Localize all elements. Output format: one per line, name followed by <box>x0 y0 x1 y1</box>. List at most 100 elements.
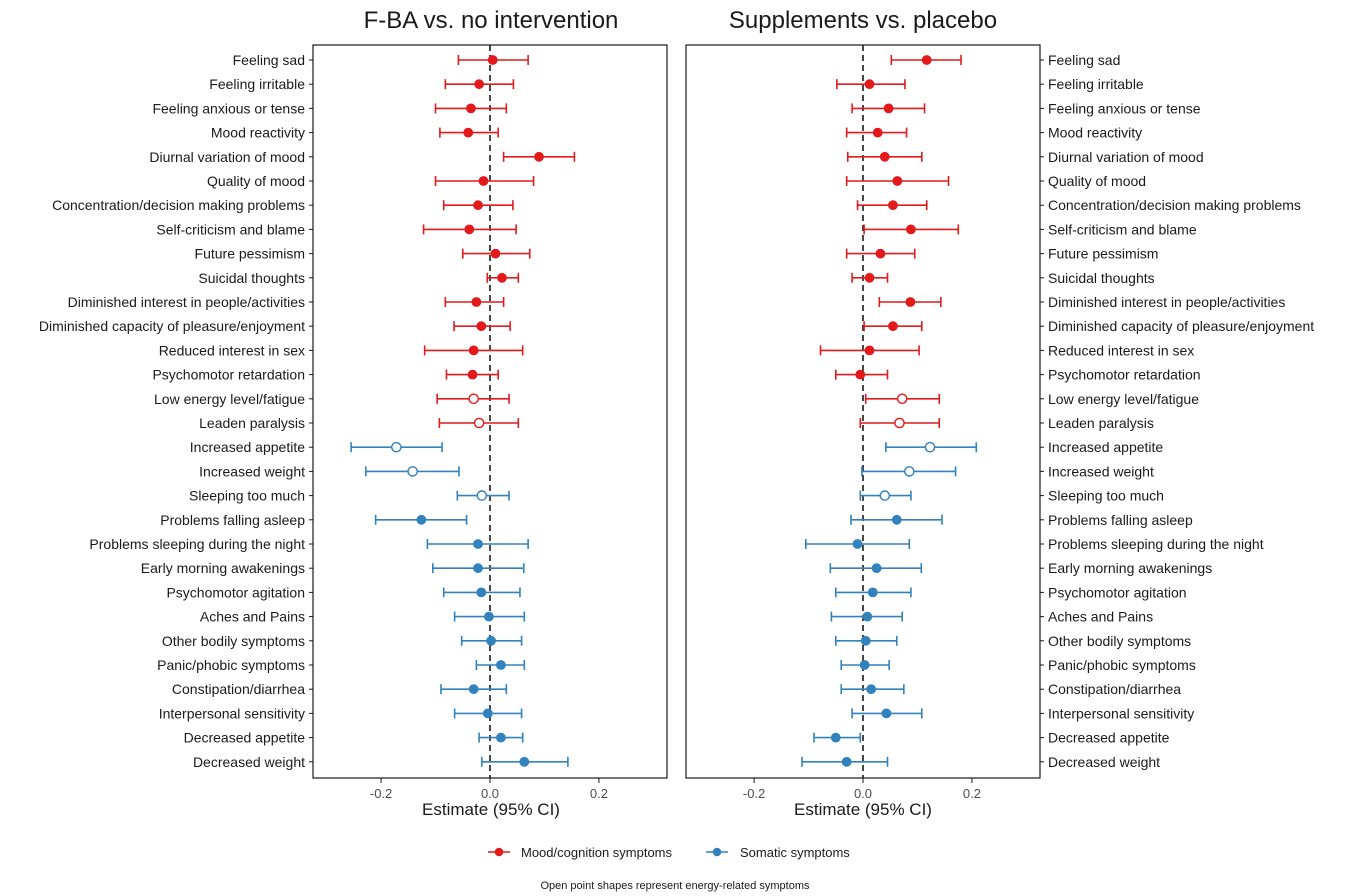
row-label: Leaden paralysis <box>1048 415 1154 431</box>
estimate-point <box>478 176 489 186</box>
estimate-point <box>495 660 506 670</box>
estimate-point <box>862 611 873 622</box>
panel-title-fba: F-BA vs. no intervention <box>364 7 619 34</box>
row-label: Psychomotor retardation <box>1048 367 1201 383</box>
row-label: Feeling irritable <box>209 76 305 92</box>
legend-label-somatic: Somatic symptoms <box>740 845 850 860</box>
row-label: Future pessimism <box>195 246 305 262</box>
row-label: Diurnal variation of mood <box>1048 149 1204 165</box>
row-label: Decreased appetite <box>1048 730 1170 746</box>
estimate-point <box>859 660 870 670</box>
estimate-point <box>867 587 878 598</box>
x-tick-label: 0.2 <box>590 786 608 801</box>
row-label: Concentration/decision making problems <box>1048 197 1301 213</box>
estimate-point <box>463 127 474 138</box>
estimate-point <box>888 321 898 332</box>
estimate-point <box>466 103 476 114</box>
estimate-point <box>921 55 932 65</box>
row-label: Sleeping too much <box>189 488 305 504</box>
row-label: Concentration/decision making problems <box>52 197 305 213</box>
estimate-point <box>905 297 916 307</box>
row-label: Increased appetite <box>190 439 305 455</box>
row-label: Mood reactivity <box>1048 125 1142 141</box>
row-label: Early morning awakenings <box>1048 560 1212 576</box>
x-tick-label: 0.0 <box>481 786 499 801</box>
estimate-point <box>871 563 882 574</box>
row-label: Psychomotor retardation <box>152 367 305 383</box>
row-label: Decreased weight <box>1048 754 1160 770</box>
x-axis-title-fba: Estimate (95% CI) <box>422 800 560 819</box>
estimate-point <box>892 176 903 186</box>
estimate-point <box>484 611 494 622</box>
legend-label-mood: Mood/cognition symptoms <box>521 845 673 860</box>
row-label: Problems falling asleep <box>1048 512 1193 528</box>
row-label: Problems sleeping during the night <box>1048 536 1264 552</box>
estimate-point <box>864 79 875 90</box>
estimate-point <box>473 539 483 549</box>
row-label: Diminished interest in people/activities <box>68 294 305 310</box>
legend-key-point-somatic <box>712 847 722 857</box>
legend: Mood/cognition symptoms Somatic symptoms <box>488 845 850 860</box>
row-label: Mood reactivity <box>211 125 305 141</box>
row-label: Psychomotor agitation <box>1048 584 1187 600</box>
row-label: Aches and Pains <box>200 609 305 625</box>
estimate-point-open <box>896 393 908 405</box>
estimate-point <box>495 732 506 743</box>
row-label: Diurnal variation of mood <box>149 149 305 165</box>
estimate-point <box>468 345 479 356</box>
estimate-point-open <box>903 466 915 477</box>
row-label: Problems falling asleep <box>160 512 305 528</box>
estimate-point <box>464 224 475 235</box>
row-label: Feeling irritable <box>1048 76 1144 92</box>
estimate-point <box>866 684 877 695</box>
estimate-point-open <box>879 490 891 501</box>
row-label: Feeling anxious or tense <box>1048 100 1201 116</box>
estimate-point <box>473 563 483 574</box>
x-tick-label: -0.2 <box>370 786 392 801</box>
row-label: Self-criticism and blame <box>156 221 305 237</box>
row-label: Early morning awakenings <box>141 560 305 576</box>
row-label: Reduced interest in sex <box>1048 342 1194 358</box>
x-axis-title-supplements: Estimate (95% CI) <box>794 800 932 819</box>
estimate-point <box>906 224 916 235</box>
estimate-point <box>471 297 482 307</box>
row-label: Other bodily symptoms <box>162 633 305 649</box>
legend-key-point-mood <box>494 847 504 857</box>
estimate-point <box>416 514 427 525</box>
estimate-point <box>486 635 496 646</box>
estimate-point <box>852 539 863 549</box>
panel-supplements: Supplements vs. placebo Estimate (95% CI… <box>685 7 1314 819</box>
estimate-point <box>875 248 886 259</box>
estimate-point <box>519 756 530 767</box>
legend-item-mood: Mood/cognition symptoms <box>488 845 673 860</box>
estimate-point <box>487 55 498 65</box>
row-label: Psychomotor agitation <box>166 584 305 600</box>
estimate-point <box>476 321 487 332</box>
row-label: Future pessimism <box>1048 246 1158 262</box>
estimate-point <box>888 200 898 211</box>
row-label: Quality of mood <box>1048 173 1146 189</box>
row-label: Diminished interest in people/activities <box>1048 294 1285 310</box>
estimate-point-open <box>473 417 485 429</box>
row-label: Feeling sad <box>233 52 305 68</box>
row-label: Increased weight <box>199 463 305 479</box>
row-label: Aches and Pains <box>1048 609 1153 625</box>
row-label: Increased weight <box>1048 463 1154 479</box>
row-label: Diminished capacity of pleasure/enjoymen… <box>1048 318 1314 334</box>
estimate-point <box>864 345 875 356</box>
legend-item-somatic: Somatic symptoms <box>706 845 850 860</box>
row-label: Decreased appetite <box>184 730 306 746</box>
x-tick-label: -0.2 <box>743 786 765 801</box>
footnote: Open point shapes represent energy-relat… <box>540 880 810 892</box>
estimate-point <box>830 732 841 743</box>
estimate-point-open <box>894 417 905 429</box>
estimate-point <box>474 79 485 90</box>
estimate-point <box>860 635 871 646</box>
row-label: Feeling sad <box>1048 52 1120 68</box>
estimate-point <box>891 514 902 525</box>
estimate-point <box>881 708 892 719</box>
row-label: Leaden paralysis <box>199 415 305 431</box>
estimate-point <box>476 587 487 598</box>
panel-title-supplements: Supplements vs. placebo <box>729 7 997 34</box>
row-label: Problems sleeping during the night <box>89 536 305 552</box>
